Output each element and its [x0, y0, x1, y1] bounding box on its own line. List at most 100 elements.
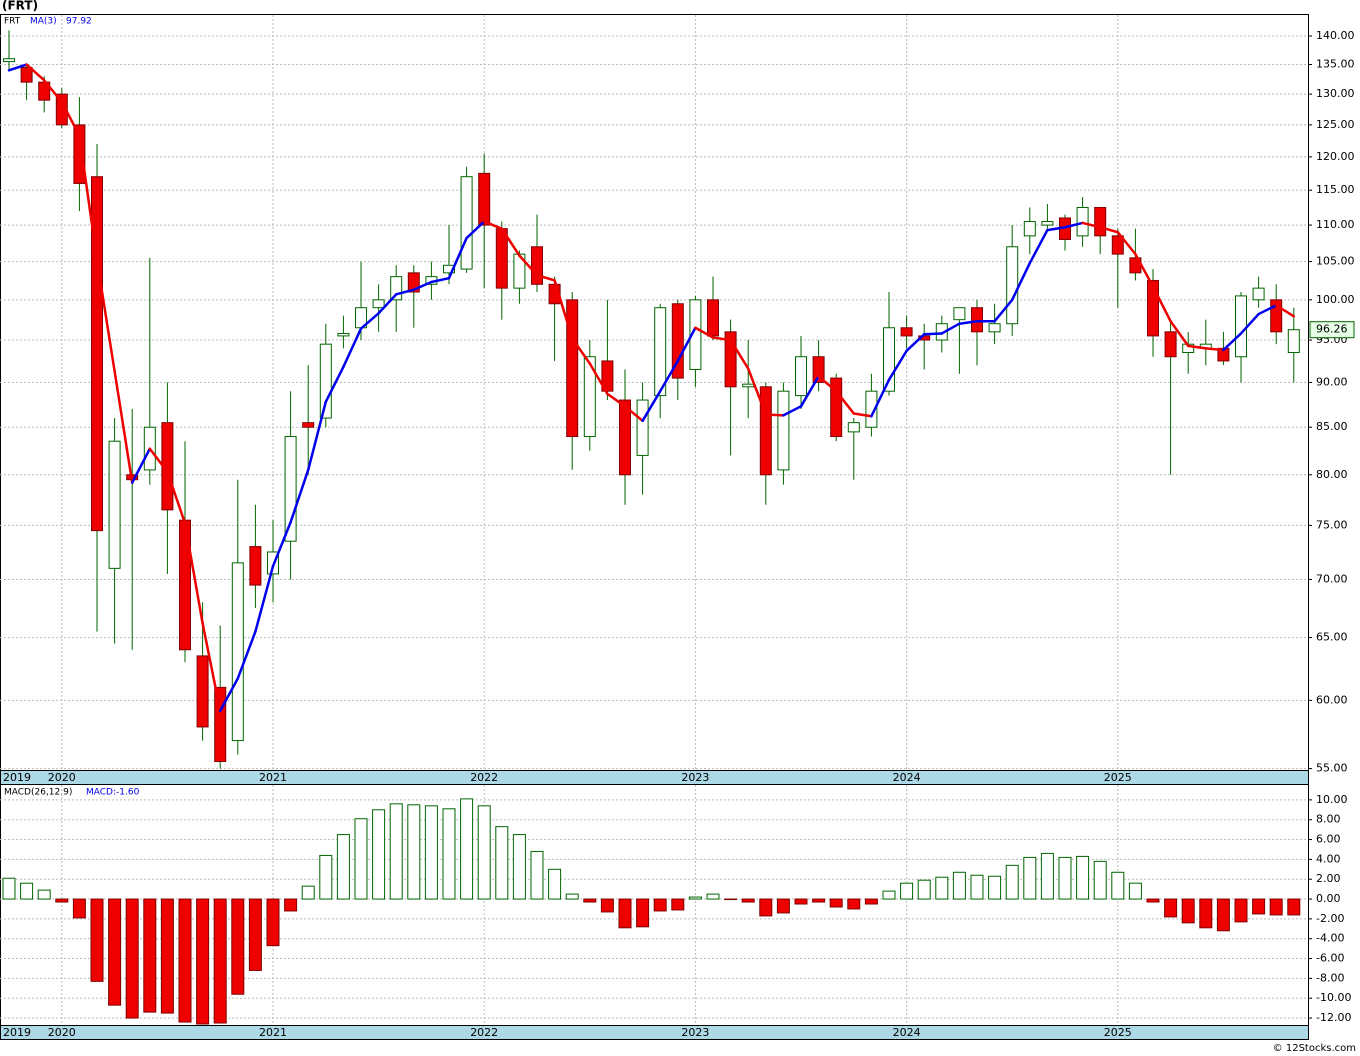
- ma-line: [482, 220, 504, 230]
- macd-bar: [970, 874, 984, 900]
- candle-body: [495, 228, 508, 289]
- y-tick-label: 75.00: [1316, 518, 1348, 531]
- ma-line: [588, 362, 609, 396]
- macd-bar: [1252, 898, 1266, 915]
- macd-bar: [407, 804, 421, 900]
- macd-bar: [1040, 852, 1054, 900]
- ma-line: [201, 621, 222, 713]
- candle-body: [1252, 287, 1265, 301]
- macd-bar: [1023, 856, 1037, 900]
- ma-line: [1186, 344, 1208, 350]
- candle-body: [1164, 331, 1177, 358]
- ma-line: [922, 332, 944, 336]
- ma-line: [359, 312, 380, 330]
- macd-bar: [1164, 898, 1178, 918]
- ma-line: [1239, 312, 1260, 335]
- candle-body: [531, 246, 543, 285]
- y-tick-label: -2.00: [1316, 912, 1344, 925]
- y-tick-label: 55.00: [1316, 762, 1348, 775]
- ma-line: [1098, 225, 1120, 234]
- candle-body: [1235, 295, 1247, 358]
- ma-line: [148, 447, 169, 474]
- macd-bar: [266, 898, 280, 947]
- y-tick-label: 110.00: [1316, 218, 1355, 231]
- candle-body: [249, 546, 262, 586]
- candle-body: [883, 327, 895, 392]
- ma-line: [570, 337, 592, 365]
- macd-bar: [301, 885, 315, 900]
- macd-bar: [1005, 864, 1019, 900]
- ma-line: [1134, 252, 1155, 288]
- y-tick-label: 6.00: [1316, 833, 1341, 846]
- y-tick-label: 8.00: [1316, 813, 1341, 826]
- candle-body: [214, 686, 227, 762]
- ma-line: [993, 298, 1014, 323]
- ma-line: [535, 273, 556, 282]
- ma-line: [606, 392, 627, 408]
- macd-bar: [636, 898, 650, 928]
- x-tick-label: 2021: [259, 1026, 287, 1039]
- ma-line: [7, 63, 28, 72]
- x-tick-label: 2024: [893, 1026, 921, 1039]
- ma-line: [78, 134, 99, 262]
- ma-line: [641, 389, 662, 423]
- candle-body: [724, 331, 737, 388]
- macd-bar: [776, 898, 790, 914]
- candle-body: [795, 356, 807, 397]
- macd-bar: [319, 854, 333, 900]
- chart-title: (FRT): [2, 0, 38, 13]
- y-tick-label: 2.00: [1316, 872, 1341, 885]
- macd-bar: [1093, 860, 1107, 900]
- macd-bar: [829, 898, 843, 908]
- macd-bar: [812, 898, 826, 903]
- candle-body: [865, 390, 878, 428]
- ma-line: [1257, 304, 1278, 316]
- macd-bar: [952, 871, 966, 900]
- x-tick-label: 2019: [3, 1026, 31, 1039]
- y-tick-label: 10.00: [1316, 793, 1348, 806]
- ma-line: [729, 338, 750, 370]
- candle-body: [759, 386, 772, 476]
- ma-line: [218, 677, 240, 713]
- candle-body: [812, 356, 825, 383]
- ma-line: [60, 100, 81, 137]
- date-strip: [0, 1025, 1309, 1040]
- macd-bar: [2, 877, 16, 900]
- ma-line: [782, 405, 803, 417]
- y-tick-label: -4.00: [1316, 932, 1344, 945]
- ma-line: [166, 470, 187, 525]
- macd-bar: [882, 890, 896, 900]
- macd-bar: [37, 889, 51, 900]
- candle-body: [566, 299, 579, 438]
- ma-line: [623, 405, 644, 423]
- ma-line: [711, 336, 732, 342]
- candle-body: [302, 422, 315, 428]
- legend-value: 97.92: [66, 17, 92, 27]
- ma-line: [377, 293, 398, 315]
- ma-line: [1010, 261, 1032, 302]
- macd-bar: [248, 898, 262, 971]
- ma-line: [764, 413, 785, 417]
- ma-line: [25, 63, 46, 82]
- candle-body: [1147, 279, 1159, 337]
- candle-body: [988, 323, 1001, 333]
- macd-bar: [389, 803, 403, 900]
- y-tick-label: 130.00: [1316, 87, 1355, 100]
- macd-bar: [864, 898, 878, 905]
- ma-line: [852, 412, 873, 418]
- candle-body: [935, 323, 948, 341]
- candle-body: [742, 383, 755, 388]
- ma-line: [1028, 228, 1049, 265]
- macd-bar: [706, 893, 720, 900]
- x-tick-label: 2020: [48, 1026, 76, 1039]
- candle-body: [619, 399, 631, 476]
- candle-body: [1006, 246, 1019, 325]
- candle-body: [777, 390, 790, 471]
- candle-body: [337, 332, 350, 337]
- ma-line: [834, 389, 856, 415]
- ma-line: [940, 322, 961, 335]
- ma-line: [1116, 230, 1137, 256]
- y-tick-label: 0.00: [1316, 892, 1341, 905]
- macd-bar: [1216, 898, 1230, 932]
- macd-bar: [741, 898, 755, 903]
